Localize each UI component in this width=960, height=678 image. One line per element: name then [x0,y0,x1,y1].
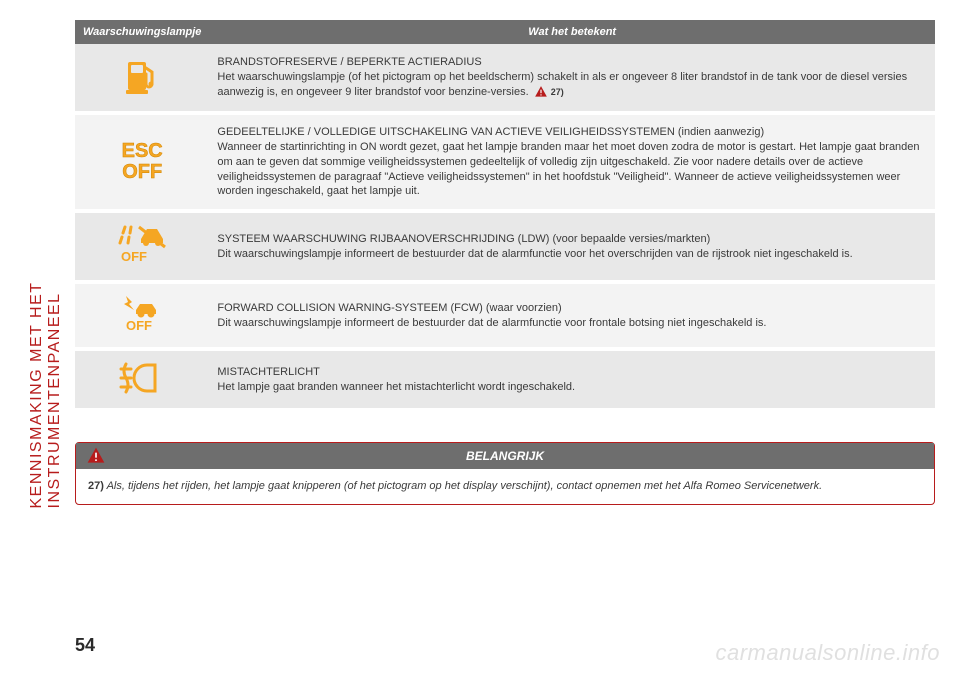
row-body: Dit waarschuwingslampje informeert de be… [217,317,766,329]
table-row: OFF SYSTEEM WAARSCHUWING RIJBAANOVERSCHR… [75,211,935,282]
ldw-off-icon: OFF [117,223,167,270]
desc-cell: BRANDSTOFRESERVE / BEPERKTE ACTIERADIUS … [209,44,935,113]
esc-off-icon: ESC OFF [122,141,163,183]
off-text: OFF [126,318,152,333]
off-text: OFF [121,249,147,264]
row-title: SYSTEEM WAARSCHUWING RIJBAANOVERSCHRIJDI… [217,232,927,247]
icon-cell: ESC OFF [75,113,209,211]
table-row: MISTACHTERLICHT Het lampje gaat branden … [75,349,935,410]
fcw-off-icon: OFF [116,294,168,337]
important-header: BELANGRIJK [76,443,934,469]
icon-cell: OFF [75,211,209,282]
desc-cell: MISTACHTERLICHT Het lampje gaat branden … [209,349,935,410]
rear-fog-light-icon [117,361,167,398]
warning-lights-table: Waarschuwingslampje Wat het betekent [75,20,935,412]
off-text: OFF [122,162,163,183]
page-number: 54 [75,635,95,656]
fuel-reserve-icon [120,54,164,101]
col-header-icon: Waarschuwingslampje [75,20,209,44]
icon-cell [75,349,209,410]
esc-text: ESC [122,141,163,162]
warning-triangle-icon [534,85,548,99]
row-title: BRANDSTOFRESERVE / BEPERKTE ACTIERADIUS [217,55,927,70]
desc-cell: FORWARD COLLISION WARNING-SYSTEEM (FCW) … [209,282,935,349]
row-body: Het lampje gaat branden wanneer het mist… [217,381,575,393]
page-content: Waarschuwingslampje Wat het betekent [75,20,935,505]
watermark: carmanualsonline.info [715,640,940,666]
row-body: Dit waarschuwingslampje informeert de be… [217,248,852,260]
desc-cell: SYSTEEM WAARSCHUWING RIJBAANOVERSCHRIJDI… [209,211,935,282]
important-box: BELANGRIJK 27) Als, tijdens het rijden, … [75,442,935,505]
warning-ref-number: 27) [551,86,564,98]
section-side-title: KENNISMAKING MET HET INSTRUMENTENPANEEL [28,170,64,509]
table-row: BRANDSTOFRESERVE / BEPERKTE ACTIERADIUS … [75,44,935,113]
col-header-meaning: Wat het betekent [209,20,935,44]
row-title: FORWARD COLLISION WARNING-SYSTEEM (FCW) … [217,301,927,316]
row-title: GEDEELTELIJKE / VOLLEDIGE UITSCHAKELING … [217,125,927,140]
row-body: Wanneer de startinrichting in ON wordt g… [217,141,919,198]
note-text: Als, tijdens het rijden, het lampje gaat… [107,480,823,492]
important-title: BELANGRIJK [466,449,544,463]
table-row: ESC OFF GEDEELTELIJKE / VOLLEDIGE UITSCH… [75,113,935,211]
row-title: MISTACHTERLICHT [217,365,927,380]
important-body: 27) Als, tijdens het rijden, het lampje … [76,469,934,504]
warning-triangle-icon [86,446,106,466]
icon-cell: OFF [75,282,209,349]
desc-cell: GEDEELTELIJKE / VOLLEDIGE UITSCHAKELING … [209,113,935,211]
table-row: OFF FORWARD COLLISION WARNING-SYSTEEM (F… [75,282,935,349]
icon-cell [75,44,209,113]
note-number: 27) [88,480,104,492]
warning-reference-badge: 27) [534,85,564,99]
